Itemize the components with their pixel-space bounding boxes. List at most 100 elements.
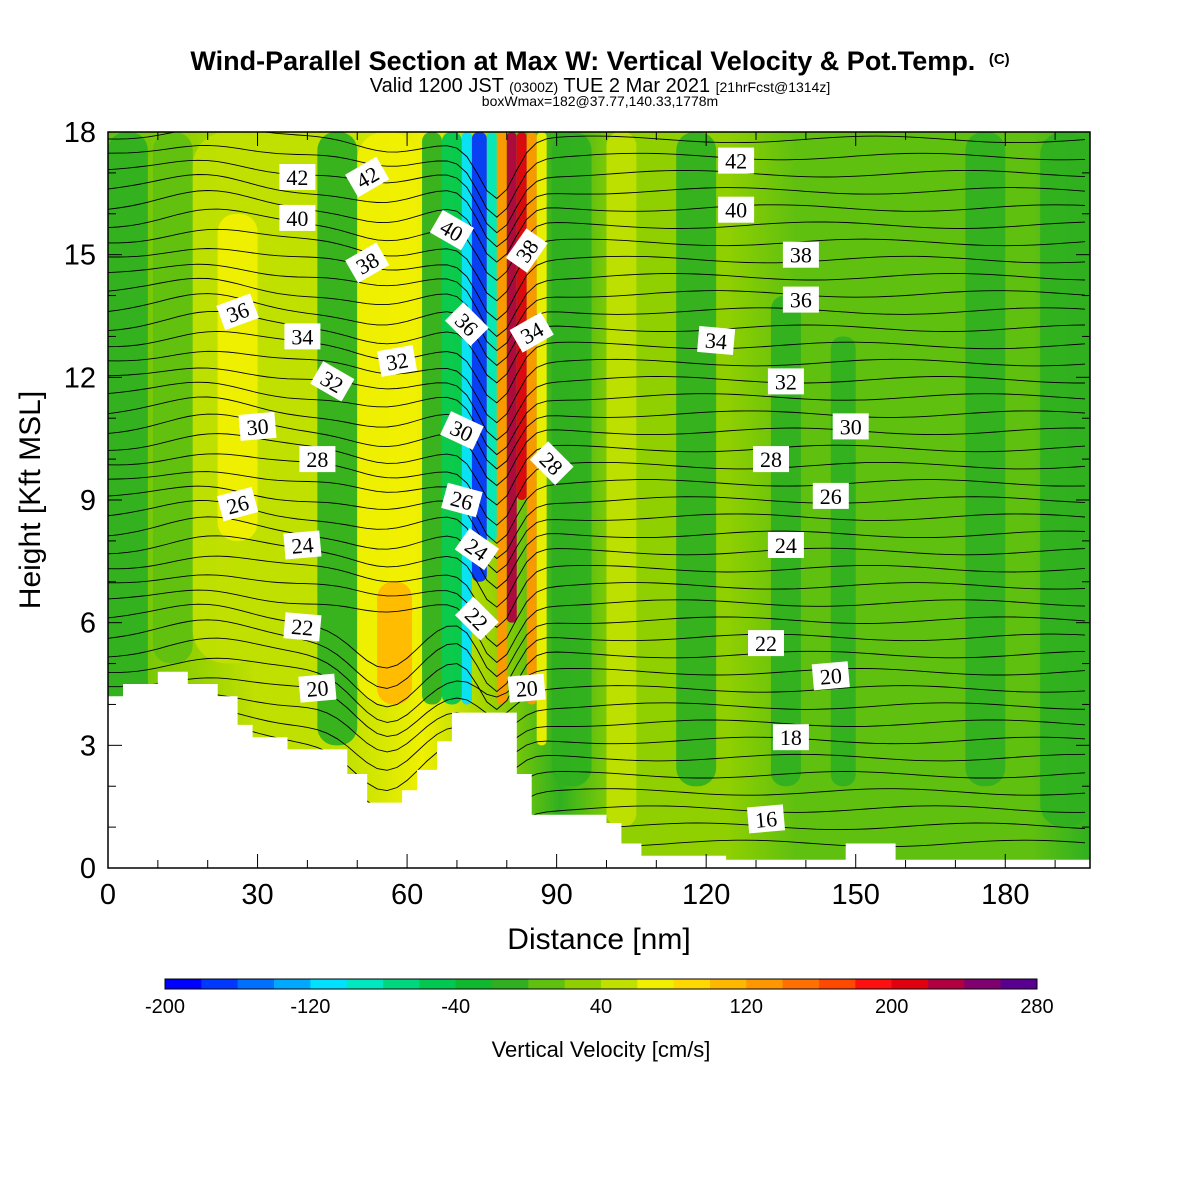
isentrope-label-bg <box>298 673 337 703</box>
velocity-band-5 <box>357 132 418 705</box>
x-axis-title: Distance [nm] <box>507 923 690 956</box>
y-tick-label: 9 <box>80 485 96 517</box>
isentrope-label-35: 20 <box>811 661 850 691</box>
velocity-band-7 <box>422 132 442 705</box>
isentrope-label-text: 32 <box>775 369 797 394</box>
x-tick-label: 30 <box>241 879 273 911</box>
x-tick-labels: 0 30 60 90 120 150 180 <box>100 879 1030 911</box>
terrain-mask <box>108 671 1090 868</box>
colorbar-segment-19 <box>855 979 893 989</box>
velocity-band-16 <box>536 132 547 746</box>
isentrope-label-5: 40 <box>718 196 755 223</box>
isentrope-label-bg <box>767 368 804 395</box>
isentrope-label-text: 20 <box>305 675 329 702</box>
isentrope-line-28 <box>108 350 1086 424</box>
isentrope-line-30 <box>108 311 1086 384</box>
isentrope-line-15 <box>108 574 1086 647</box>
isentrope-line-26 <box>108 381 1086 456</box>
colorbar-tick-label: -40 <box>441 996 470 1018</box>
isentrope-line-40 <box>108 144 1086 218</box>
isentrope-line-20 <box>108 485 1086 560</box>
y-tick-label: 3 <box>80 730 96 762</box>
isentrope-label-bg <box>782 286 819 313</box>
colorbar-title: Vertical Velocity [cm/s] <box>492 1037 711 1062</box>
isentrope-label-bg <box>753 446 789 473</box>
isentrope-label-15: 32 <box>377 345 418 377</box>
isentrope-label-17: 32 <box>767 368 804 395</box>
colorbar-segment-1 <box>201 979 239 989</box>
isentrope-label-text: 28 <box>306 447 328 472</box>
isentrope-label-bg <box>216 486 259 522</box>
isentrope-label-24: 26 <box>216 486 259 522</box>
isentrope-label-bg <box>782 241 819 268</box>
isentrope-label-text: 34 <box>291 324 313 349</box>
isentrope-line-32 <box>108 277 1086 352</box>
velocity-band-1 <box>152 132 193 664</box>
isentrope-label-0: 42 <box>279 164 316 190</box>
isentrope-label-bg <box>299 446 336 473</box>
isentrope-label-text: 20 <box>819 663 843 690</box>
colorbar-segment-15 <box>710 979 747 989</box>
velocity-band-11 <box>486 132 497 541</box>
isentrope-label-bg <box>509 312 554 353</box>
colorbar-segment-11 <box>564 979 602 989</box>
isentrope-label-bg <box>505 228 548 273</box>
isentrope-label-37: 16 <box>746 804 786 834</box>
isentrope-label-8: 38 <box>782 241 819 268</box>
isentrope-label-bg <box>441 482 483 518</box>
isentrope-label-bg <box>345 242 390 284</box>
colorbar-segment-0 <box>165 979 202 989</box>
isentrope-line-8 <box>108 693 1086 753</box>
isentrope-label-text: 24 <box>290 532 314 559</box>
colorbar-segment-21 <box>928 979 965 989</box>
y-tick-label: 0 <box>80 853 96 885</box>
colorbar-segment-16 <box>746 979 784 989</box>
chart-title-text: Wind-Parallel Section at Max W: Vertical… <box>190 46 975 76</box>
isentrope-label-text: 40 <box>286 206 308 231</box>
isentrope-label-25: 26 <box>441 482 483 518</box>
isentrope-label-bg <box>697 325 736 356</box>
colorbar-tick-label: -120 <box>290 996 330 1018</box>
isentrope-line-36 <box>108 208 1086 281</box>
isentrope-line-37 <box>108 190 1086 263</box>
isentrope-label-bg <box>279 204 316 231</box>
isentrope-label-text: 22 <box>290 614 314 641</box>
isentrope-label-bg <box>377 345 418 377</box>
colorbar-segment-18 <box>819 979 856 989</box>
colorbar-segment-17 <box>782 979 820 989</box>
isentrope-label-bg <box>345 156 390 198</box>
isentrope-line-17 <box>108 535 1086 608</box>
chart-title-mark: (C) <box>989 51 1010 68</box>
isentrope-label-36: 18 <box>772 724 809 751</box>
colorbar-segment-2 <box>237 979 275 989</box>
isentrope-label-bg <box>718 196 755 223</box>
isentrope-label-27: 24 <box>283 530 322 560</box>
colorbar-segment-6 <box>383 979 420 989</box>
isentrope-line-14 <box>108 589 1086 663</box>
colorbar-tick-labels: -200 -120 -40 40 120 200 280 <box>145 996 1054 1018</box>
isentrope-line-33 <box>108 263 1086 337</box>
axis-ticks <box>107 131 1090 869</box>
isentrope-label-3: 40 <box>279 204 316 231</box>
isentrope-line-9 <box>108 677 1086 737</box>
isentrope-label-text: 32 <box>384 347 410 375</box>
x-tick-label: 150 <box>832 879 880 911</box>
isentrope-label-23: 28 <box>753 446 789 473</box>
isentrope-label-bg <box>748 630 784 657</box>
isentrope-label-20: 30 <box>832 413 869 440</box>
chart-subtitle-2: boxWmax=182@37.77,140.33,1778m <box>482 93 718 109</box>
colorbar-tick-label: 280 <box>1020 996 1053 1018</box>
isentrope-label-bg <box>812 482 849 509</box>
isentrope-line-34 <box>108 248 1086 321</box>
isentrope-label-text: 26 <box>820 484 842 509</box>
isentrope-label-bg <box>529 441 574 486</box>
velocity-band-9 <box>461 132 472 705</box>
isentrope-label-bg <box>507 673 546 703</box>
isentrope-lines <box>108 132 1086 868</box>
isentrope-line-10 <box>108 657 1086 723</box>
x-tick-label: 0 <box>100 879 116 911</box>
isentrope-label-text: 18 <box>780 725 802 750</box>
isentrope-line-38 <box>108 174 1086 248</box>
